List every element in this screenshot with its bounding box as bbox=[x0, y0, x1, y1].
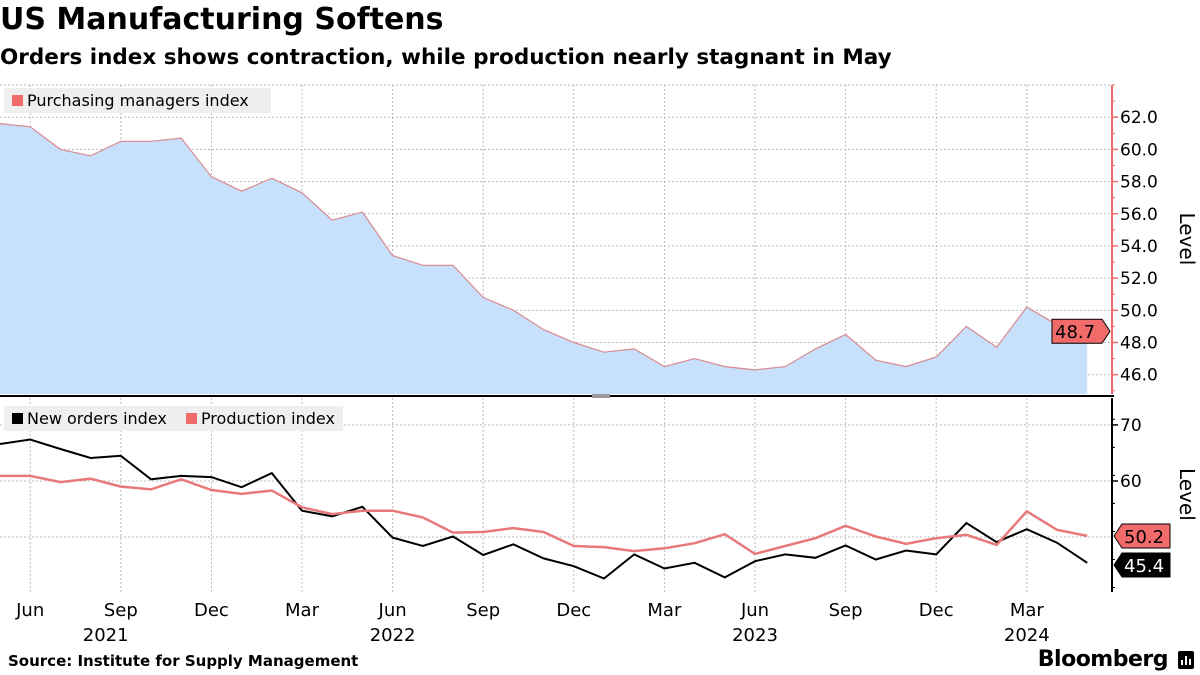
legend-item-pmi: Purchasing managers index bbox=[12, 91, 249, 110]
purchasing-managers-index-line bbox=[0, 123, 1088, 371]
legend-label-production: Production index bbox=[200, 409, 335, 428]
x-tick-label: Mar bbox=[647, 600, 682, 621]
legend-item-production: Production index bbox=[185, 409, 335, 428]
legend-swatch-pmi bbox=[12, 95, 23, 106]
last-value-tag bbox=[1113, 523, 1171, 549]
x-tick-label: Sep bbox=[829, 600, 863, 621]
legend-swatch-new-orders bbox=[12, 413, 23, 424]
y-tick-label: 70 bbox=[1120, 416, 1142, 436]
source-note: Source: Institute for Supply Management bbox=[8, 652, 359, 670]
x-tick-label: Sep bbox=[466, 600, 500, 621]
y-axis-title: Level bbox=[1175, 213, 1199, 266]
last-value-tag bbox=[1113, 552, 1171, 578]
legend-item-new-orders: New orders index bbox=[12, 409, 167, 428]
x-tick-label: Mar bbox=[1010, 600, 1045, 621]
x-tick-label: Mar bbox=[285, 600, 320, 621]
last-value-label: 50.2 bbox=[1124, 527, 1164, 548]
legend-top: Purchasing managers index bbox=[4, 88, 271, 113]
y-tick-label: 62.0 bbox=[1120, 108, 1158, 128]
y-tick-label: 46.0 bbox=[1120, 366, 1158, 386]
y-tick-label: 48.0 bbox=[1120, 334, 1158, 354]
y-tick-label: 54.0 bbox=[1120, 237, 1158, 257]
last-value-label: 48.7 bbox=[1055, 322, 1095, 343]
y-tick-label: 60 bbox=[1120, 472, 1142, 492]
x-year-label: 2024 bbox=[1004, 625, 1050, 646]
x-tick-label: Dec bbox=[556, 600, 591, 621]
y-tick-label: 50.0 bbox=[1120, 301, 1158, 321]
new-orders-index-line bbox=[0, 438, 1088, 580]
production-index-line bbox=[0, 474, 1088, 556]
legend-swatch-production bbox=[185, 413, 197, 424]
x-tick-label: Dec bbox=[919, 600, 954, 621]
purchasing-managers-index-area bbox=[0, 123, 1088, 394]
y-axis-title: Level bbox=[1175, 468, 1199, 521]
x-tick-label: Jun bbox=[15, 600, 44, 621]
y-tick-label: 60.0 bbox=[1120, 140, 1158, 160]
x-tick-label: Dec bbox=[194, 600, 229, 621]
bloomberg-logo: Bloomberg bbox=[1037, 647, 1169, 672]
x-year-label: 2021 bbox=[83, 625, 129, 646]
y-tick-label: 58.0 bbox=[1120, 173, 1158, 193]
last-value-label: 45.4 bbox=[1124, 556, 1164, 577]
legend-label-pmi: Purchasing managers index bbox=[27, 91, 249, 110]
x-year-label: 2022 bbox=[370, 625, 416, 646]
chart-subtitle: Orders index shows contraction, while pr… bbox=[0, 45, 892, 70]
legend-bottom: New orders index Production index bbox=[4, 406, 343, 431]
x-year-label: 2023 bbox=[732, 625, 778, 646]
y-tick-label: 56.0 bbox=[1120, 205, 1158, 225]
x-tick-label: Jun bbox=[740, 600, 769, 621]
x-tick-label: Sep bbox=[104, 600, 138, 621]
last-value-tag bbox=[1051, 318, 1111, 344]
legend-label-new-orders: New orders index bbox=[27, 409, 167, 428]
chart-title: US Manufacturing Softens bbox=[0, 2, 444, 37]
x-tick-label: Jun bbox=[378, 600, 407, 621]
bloomberg-chart-icon bbox=[1178, 651, 1194, 669]
y-tick-label: 52.0 bbox=[1120, 269, 1158, 289]
